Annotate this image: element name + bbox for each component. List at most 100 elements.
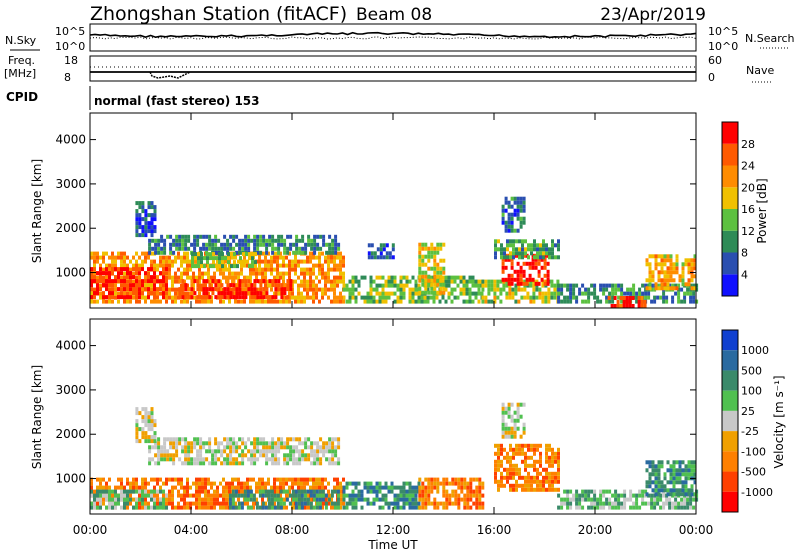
heatmap-cell [159,279,162,284]
heatmap-cell [471,279,475,284]
heatmap-cell [663,274,667,279]
heatmap-cell [268,457,272,462]
heatmap-cell [472,501,476,506]
heatmap-cell [325,250,329,255]
heatmap-cell [334,453,338,458]
heatmap-cell [156,279,159,284]
heatmap-cell [519,200,523,205]
heatmap-cell [186,267,189,272]
heatmap-cell [524,459,527,464]
heatmap-cell [527,447,530,452]
heatmap-cell [418,485,422,490]
heatmap-cell [237,497,240,502]
heatmap-cell [510,414,514,419]
heatmap-cell [150,263,153,268]
heatmap-cell [465,291,469,296]
heatmap-cell [300,259,303,264]
heatmap-cell [436,270,440,275]
heatmap-cell [433,246,437,251]
heatmap-cell [626,287,630,292]
heatmap-cell [442,493,446,498]
heatmap-cell [519,434,523,439]
heatmap-cell [418,254,422,259]
heatmap-cell [259,283,263,288]
heatmap-cell [384,291,388,296]
heatmap-cell [132,279,135,284]
heatmap-cell [216,259,219,264]
heatmap-cell [210,497,213,502]
heatmap-cell [507,273,511,278]
heatmap-cell [270,299,273,304]
heatmap-cell [421,262,425,267]
heatmap-cell [396,287,400,292]
heatmap-cell [657,464,661,469]
heatmap-cell [267,501,271,506]
heatmap-cell [423,295,427,300]
heatmap-cell [147,505,150,510]
heatmap-cell [677,505,681,510]
heatmap-cell [105,295,108,300]
heatmap-cell [328,246,332,251]
heatmap-cell [280,441,284,446]
heatmap-cell [211,242,215,247]
heatmap-cell [637,300,641,304]
heatmap-cell [336,505,340,510]
heatmap-cell [286,453,290,458]
heatmap-cell [135,501,138,506]
heatmap-cell [357,489,361,494]
heatmap-cell [414,505,418,510]
heatmap-cell [172,250,176,255]
heatmap-cell [411,275,415,280]
heatmap-cell [264,279,267,284]
heatmap-cell [518,239,521,244]
heatmap-cell [163,242,167,247]
heatmap-cell [512,251,515,256]
heatmap-cell [593,489,597,494]
heatmap-cell [229,461,233,466]
heatmap-cell [241,287,245,292]
heatmap-cell [375,283,379,288]
heatmap-cell [360,493,364,498]
heatmap-cell [276,505,280,510]
heatmap-cell [333,279,336,284]
heatmap-cell [590,489,594,494]
heatmap-cell [135,209,139,214]
heatmap-cell [251,252,254,257]
heatmap-cell [614,291,618,296]
heatmap-cell [675,270,679,275]
heatmap-cell [315,477,318,482]
heatmap-cell [378,497,382,502]
heatmap-cell [421,485,425,490]
heatmap-cell [235,234,239,239]
heatmap-cell [408,481,412,486]
heatmap-cell [298,441,302,446]
heatmap-cell [178,437,182,442]
heatmap-cell [231,485,234,490]
heatmap-cell [141,217,145,222]
heatmap-cell [497,447,500,452]
heatmap-cell [641,283,645,288]
heatmap-cell [162,263,165,268]
heatmap-cell [429,275,433,280]
heatmap-cell [172,445,176,450]
heatmap-cell [313,246,317,251]
heatmap-cell [519,402,523,407]
heatmap-cell [433,286,437,291]
heatmap-cell [611,295,615,300]
heatmap-cell [611,291,615,296]
heatmap-cell [225,505,228,510]
heatmap-cell [354,299,358,304]
heatmap-cell [228,489,231,494]
heatmap-cell [507,281,511,286]
heatmap-cell [660,282,664,287]
heatmap-cell [310,242,314,247]
heatmap-cell [508,291,512,296]
heatmap-cell [321,505,324,510]
heatmap-cell [575,283,579,288]
heatmap-cell [641,489,645,494]
heatmap-cell [411,485,415,490]
heatmap-cell [503,475,506,480]
heatmap-cell [551,471,554,476]
heatmap-cell [244,246,248,251]
heatmap-cell [379,251,383,256]
